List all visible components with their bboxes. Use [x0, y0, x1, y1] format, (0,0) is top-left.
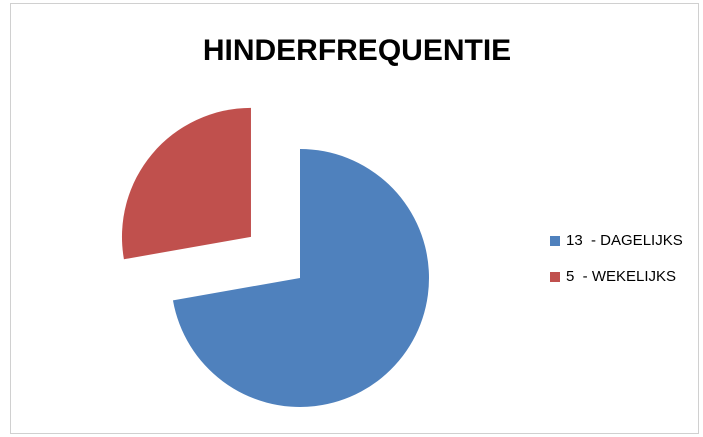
- pie-slice: [172, 149, 430, 407]
- chart-title: HINDERFREQUENTIE: [203, 34, 511, 67]
- legend-label: 5 - WEKELIJKS: [566, 268, 676, 285]
- legend-swatch: [550, 236, 560, 246]
- legend-label: 13 - DAGELIJKS: [566, 232, 683, 249]
- legend-swatch: [550, 272, 560, 282]
- pie-slice: [121, 107, 251, 260]
